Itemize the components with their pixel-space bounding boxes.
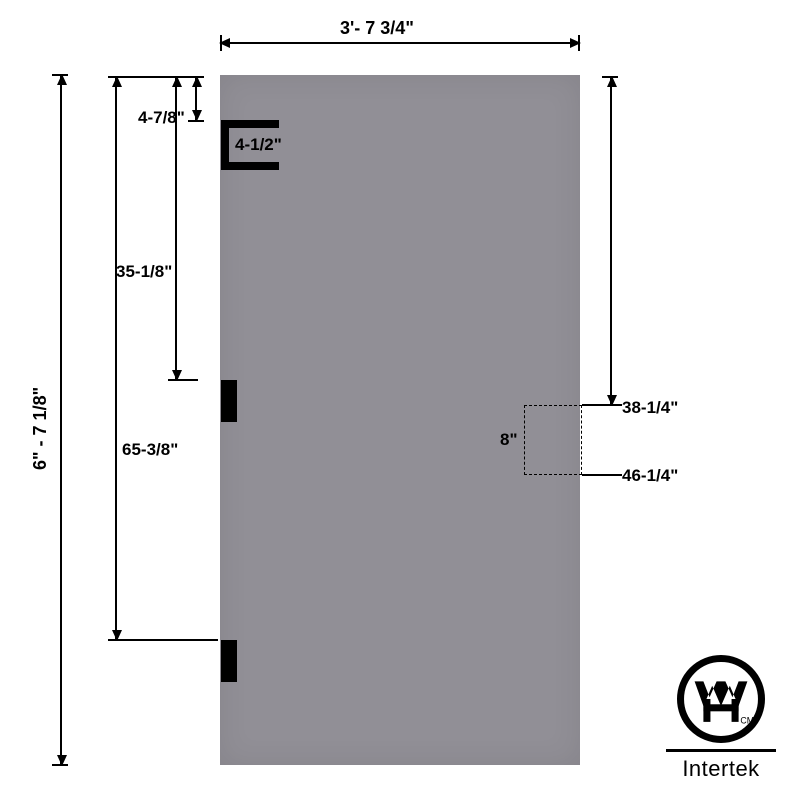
handle-cutout (524, 405, 582, 475)
tick (602, 76, 618, 78)
hinge-bracket-side (221, 128, 229, 162)
tick (52, 764, 68, 766)
tick (582, 404, 622, 406)
dim-handle-top-label: 38-1/4" (622, 398, 678, 418)
dim-height-label: 6" - 7 1/8" (30, 387, 51, 470)
dim-width-label: 3'- 7 3/4" (340, 18, 414, 39)
dim-handle-height: 8" (500, 430, 518, 450)
dim-arrow-width (220, 42, 580, 44)
dim-arrow-handle-top (610, 77, 612, 405)
hinge-low (221, 640, 237, 682)
dim-hinge2-label: 35-1/8" (116, 262, 172, 282)
diagram-stage: 3'- 7 3/4" 6" - 7 1/8" 4-7/8" 4-1/2" 35-… (0, 0, 800, 800)
dim-handle-bot-label: 46-1/4" (622, 466, 678, 486)
tick (168, 379, 198, 381)
dim-hinge-open-label: 4-1/2" (235, 135, 282, 155)
hinge-mid (221, 380, 237, 422)
svg-text:CM: CM (740, 716, 754, 726)
hinge-bracket-top (221, 120, 279, 128)
certification-logo: CM Intertek (666, 655, 776, 782)
tick (108, 76, 198, 78)
dim-hinge3-label: 65-3/8" (120, 440, 180, 460)
hinge-bracket-bot (221, 162, 279, 170)
tick (220, 35, 222, 51)
tick (108, 639, 218, 641)
dim-arrow-hinge2 (175, 77, 177, 380)
logo-text: Intertek (666, 749, 776, 782)
tick (578, 35, 580, 51)
dim-arrow-hinge1 (195, 77, 197, 120)
wh-mark-icon: CM (677, 655, 765, 743)
dim-arrow-height (60, 75, 62, 765)
tick (52, 74, 68, 76)
dim-hinge1-label: 4-7/8" (138, 108, 185, 128)
tick (188, 120, 204, 122)
dim-arrow-hinge3 (115, 77, 117, 640)
tick (582, 474, 622, 476)
